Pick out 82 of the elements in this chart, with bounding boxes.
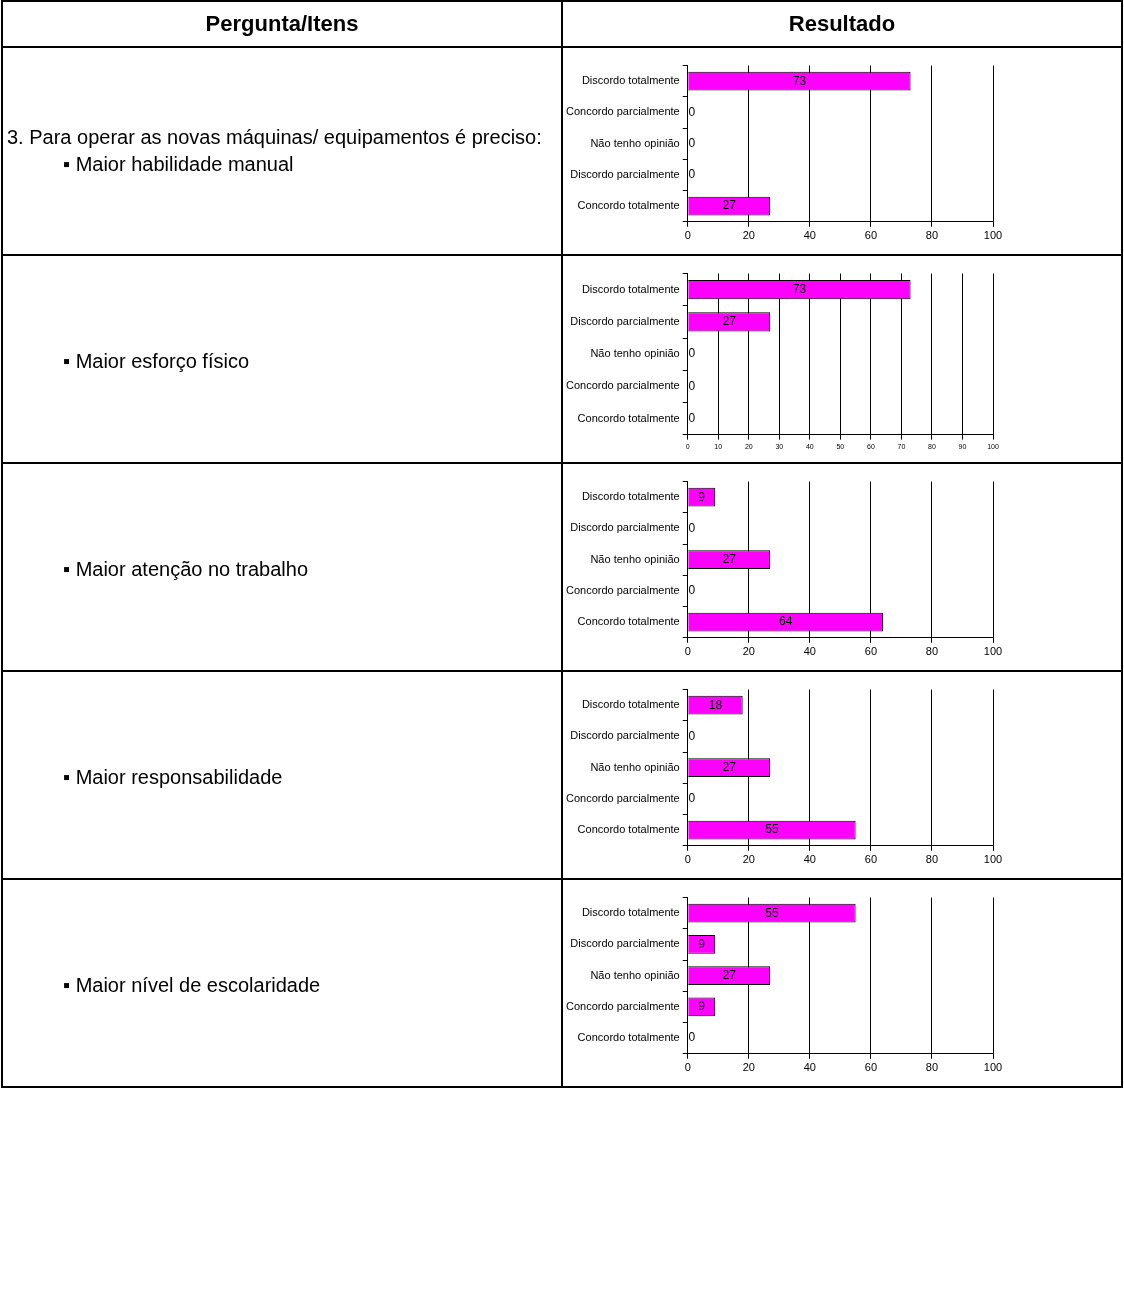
x-tick-label: 100 [983,853,1003,866]
data-label: 55 [765,905,779,920]
y-tick-label: Concordo totalmente [577,199,680,212]
y-tick-label: Concordo parcialmente [565,105,680,118]
data-label: 0 [688,583,696,598]
text: ▪ Maior habilidade manual [62,153,295,176]
y-tick-label: Não tenho opinião [590,968,680,981]
x-tick-label: 60 [864,853,878,866]
text: Resultado [562,1,1122,47]
x-tick-label: 40 [803,853,816,866]
data-label: 27 [722,760,737,775]
x-tick-label: 40 [803,229,816,242]
x-tick-label: 20 [742,229,755,242]
data-label: 18 [708,697,723,712]
data-label: 73 [792,282,807,297]
y-tick-label: Concordo totalmente [577,823,680,836]
data-label: 64 [778,614,793,629]
data-label: 73 [792,73,807,88]
y-tick-label: Discordo totalmente [581,490,680,503]
text: ▪ Maior esforço físico [62,349,251,373]
y-tick-label: Concordo totalmente [577,1031,680,1044]
x-tick-label: 60 [864,645,878,658]
y-tick-label: Não tenho opinião [590,136,680,149]
y-tick-label: Não tenho opinião [590,552,680,565]
data-label: 27 [722,552,737,567]
data-label: 0 [688,136,696,151]
text: ▪ Maior atenção no trabalho [62,557,310,581]
y-tick-label: Não tenho opinião [590,760,680,773]
x-tick-label: 20 [742,1061,755,1074]
data-label: 9 [698,936,706,951]
y-tick-label: Discordo totalmente [581,74,680,87]
x-tick-label: 0 [684,229,691,242]
data-label: 9 [698,489,706,504]
x-tick-label: 20 [742,645,755,658]
x-tick-label: 80 [925,1061,939,1074]
y-tick-label: Discordo parcialmente [570,729,680,742]
data-label: 27 [722,968,737,983]
data-label: 27 [722,198,737,213]
data-label: 0 [688,378,696,393]
data-label: 0 [688,167,696,182]
data-label: 27 [722,314,737,329]
y-tick-label: Concordo parcialmente [565,999,680,1012]
x-tick-label: 100 [983,645,1003,658]
x-tick-label: 100 [983,229,1003,242]
data-label: 0 [688,1030,696,1045]
x-tick-label: 80 [925,645,939,658]
x-tick-label: 0 [684,645,691,658]
x-tick-label: 60 [864,229,878,242]
y-tick-label: Discordo parcialmente [570,167,680,180]
data-label: 0 [688,410,696,425]
data-label: 55 [765,822,779,837]
data-label: 0 [688,104,696,119]
y-tick-label: Discordo parcialmente [570,521,680,534]
y-tick-label: Concordo parcialmente [565,791,680,804]
text: 3. Para operar as novas máquinas/ equipamentos é preciso: [6,126,543,149]
y-tick-label: Concordo parcialmente [565,379,680,392]
y-tick-label: Concordo totalmente [577,411,680,424]
x-tick-label: 20 [742,853,755,866]
x-tick-label: 60 [864,1061,878,1074]
x-tick-label: 80 [925,853,939,866]
x-tick-label: 80 [925,229,939,242]
y-tick-label: Concordo totalmente [577,615,680,628]
data-label: 0 [688,346,696,361]
y-tick-label: Concordo parcialmente [565,583,680,596]
text: Pergunta/Itens [2,1,562,47]
data-label: 0 [688,520,696,535]
x-tick-label: 0 [684,853,691,866]
x-tick-label: 40 [803,1061,816,1074]
x-tick-label: 0 [684,1061,691,1074]
y-tick-label: Não tenho opinião [590,347,680,360]
y-tick-label: Discordo parcialmente [570,937,680,950]
y-tick-label: Discordo totalmente [581,698,680,711]
x-tick-label: 100 [983,1061,1003,1074]
y-tick-label: Discordo totalmente [581,282,680,295]
data-label: 0 [688,791,696,806]
x-tick-label: 40 [803,645,816,658]
y-tick-label: Discordo parcialmente [570,314,680,327]
data-label: 0 [688,728,696,743]
data-label: 9 [698,999,706,1014]
text: ▪ Maior responsabilidade [62,765,284,789]
y-tick-label: Discordo totalmente [581,906,680,919]
text: ▪ Maior nível de escolaridade [62,973,322,997]
